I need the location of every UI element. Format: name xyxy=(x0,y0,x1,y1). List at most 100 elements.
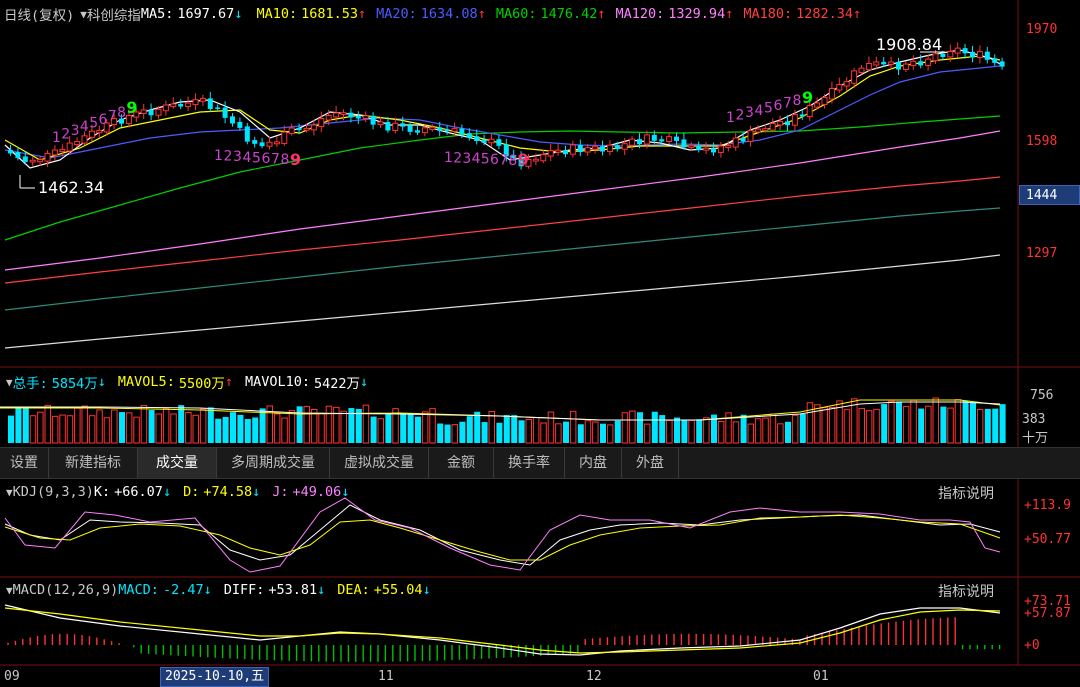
macd-dropdown-icon[interactable]: ▼ xyxy=(6,583,13,597)
mavol5-value: 5500万 xyxy=(178,376,225,392)
candle-body xyxy=(999,61,1005,67)
kdj-axis-label: +113.9 xyxy=(1024,498,1071,513)
td-count-label: 3 xyxy=(745,105,754,121)
volume-bar xyxy=(237,414,244,443)
candle-body xyxy=(429,126,436,130)
volume-bar xyxy=(725,412,732,444)
volume-bar xyxy=(503,415,510,443)
tab-multi-period-volume[interactable]: 多周期成交量 xyxy=(217,448,330,478)
volume-bar xyxy=(592,421,599,444)
candle-body xyxy=(296,128,302,131)
tab-volume[interactable]: 成交量 xyxy=(138,448,217,478)
volume-bar xyxy=(940,406,947,443)
candle-body xyxy=(415,130,420,133)
tab-settings[interactable]: 设置 xyxy=(0,448,49,478)
current-price-tag: 1444 xyxy=(1019,185,1080,205)
td-count-label: 4 xyxy=(755,103,764,119)
td-count-label: 6 xyxy=(99,112,108,128)
candle-body xyxy=(584,147,591,153)
kdj-explain-link[interactable]: 指标说明 xyxy=(938,486,994,502)
td-count-label: 3 xyxy=(462,151,471,167)
candle-body xyxy=(59,148,66,153)
volume-bar xyxy=(703,417,710,444)
volume-bar xyxy=(74,407,81,444)
kdj-d-value: +74.58 xyxy=(203,484,253,500)
volume-bar xyxy=(976,408,984,444)
volume-bar xyxy=(170,413,177,444)
volume-unit: 十万 xyxy=(1022,431,1049,446)
volume-bar xyxy=(185,411,192,444)
candle-body xyxy=(51,149,58,156)
kdj-k-label: K: xyxy=(93,484,111,500)
volume-bar xyxy=(266,405,273,444)
tab-turnover-rate[interactable]: 换手率 xyxy=(494,448,565,478)
volume-bar xyxy=(119,412,125,443)
macd-dea-value: +55.04 xyxy=(373,582,423,598)
candle-body xyxy=(925,58,932,66)
volume-dropdown-icon[interactable]: ▼ xyxy=(6,375,13,389)
volume-bar xyxy=(769,413,777,444)
ma20-arrow: ↑ xyxy=(477,6,486,22)
volume-bar xyxy=(732,421,740,444)
volume-bar xyxy=(740,414,747,443)
candle-body xyxy=(185,102,192,108)
macd-dea-arrow: ↓ xyxy=(422,582,431,598)
volume-bar xyxy=(843,409,851,444)
tab-virtual-volume[interactable]: 虚拟成交量 xyxy=(330,448,429,478)
volume-bar xyxy=(821,407,828,444)
candle-body xyxy=(976,51,983,59)
candle-body xyxy=(681,139,687,148)
td-count-label: 6 xyxy=(490,152,499,168)
tab-new-indicator[interactable]: 新建指标 xyxy=(49,448,138,478)
volume-bar xyxy=(230,412,236,443)
volume-bar xyxy=(902,405,910,444)
candle-body xyxy=(569,144,576,155)
candle-body xyxy=(806,105,813,118)
volume-bar xyxy=(385,413,392,443)
ma180-value: 1282.34 xyxy=(796,6,854,22)
candle-body xyxy=(421,127,428,134)
volume-bar xyxy=(785,421,791,443)
kdj-dropdown-icon[interactable]: ▼ xyxy=(6,485,13,499)
td-count-label: 4 xyxy=(243,150,252,166)
mavol5-label: MAVOL5: xyxy=(117,374,175,390)
candle-body xyxy=(525,159,532,167)
mavol5-arrow: ↑ xyxy=(224,374,233,390)
tab-inner-volume[interactable]: 内盘 xyxy=(565,448,622,478)
volume-bar xyxy=(674,417,680,443)
candle-body xyxy=(29,159,36,163)
kdj-label[interactable]: KDJ(9,3,3) xyxy=(12,484,94,500)
candle-body xyxy=(474,136,480,141)
tab-outer-volume[interactable]: 外盘 xyxy=(622,448,679,478)
volume-bar xyxy=(888,400,895,444)
candle-body xyxy=(592,145,599,150)
volume-bar xyxy=(81,405,88,444)
time-axis-label: 01 xyxy=(813,669,829,684)
td-count-label: 2 xyxy=(61,126,70,142)
ma10-line xyxy=(4,55,1001,161)
macd-arrow: ↓ xyxy=(203,582,212,598)
macd-label[interactable]: MACD(12,26,9) xyxy=(12,582,119,598)
tab-amount[interactable]: 金额 xyxy=(429,448,494,478)
volume-bar xyxy=(666,419,673,444)
candle-body xyxy=(340,112,347,115)
time-axis-label: 11 xyxy=(378,669,394,684)
candle-body xyxy=(777,120,784,126)
td-count-label: 8 xyxy=(117,105,126,121)
volume-bar xyxy=(96,409,103,444)
candle-body xyxy=(791,113,798,126)
candle-body xyxy=(547,150,554,157)
volume-bar xyxy=(133,416,140,444)
td-count-label: 1 xyxy=(726,110,735,126)
period-label[interactable]: 日线(复权) xyxy=(4,8,75,24)
candle-body xyxy=(740,138,746,142)
volume-bar xyxy=(614,420,621,443)
period-dropdown-icon[interactable]: ▼ xyxy=(80,7,87,21)
volume-bar xyxy=(44,404,51,444)
ma120-arrow: ↑ xyxy=(725,6,734,22)
candle-body xyxy=(8,150,13,154)
ma120-label: MA120: xyxy=(615,6,665,22)
ma360-line xyxy=(4,254,1001,349)
macd-explain-link[interactable]: 指标说明 xyxy=(938,584,994,600)
